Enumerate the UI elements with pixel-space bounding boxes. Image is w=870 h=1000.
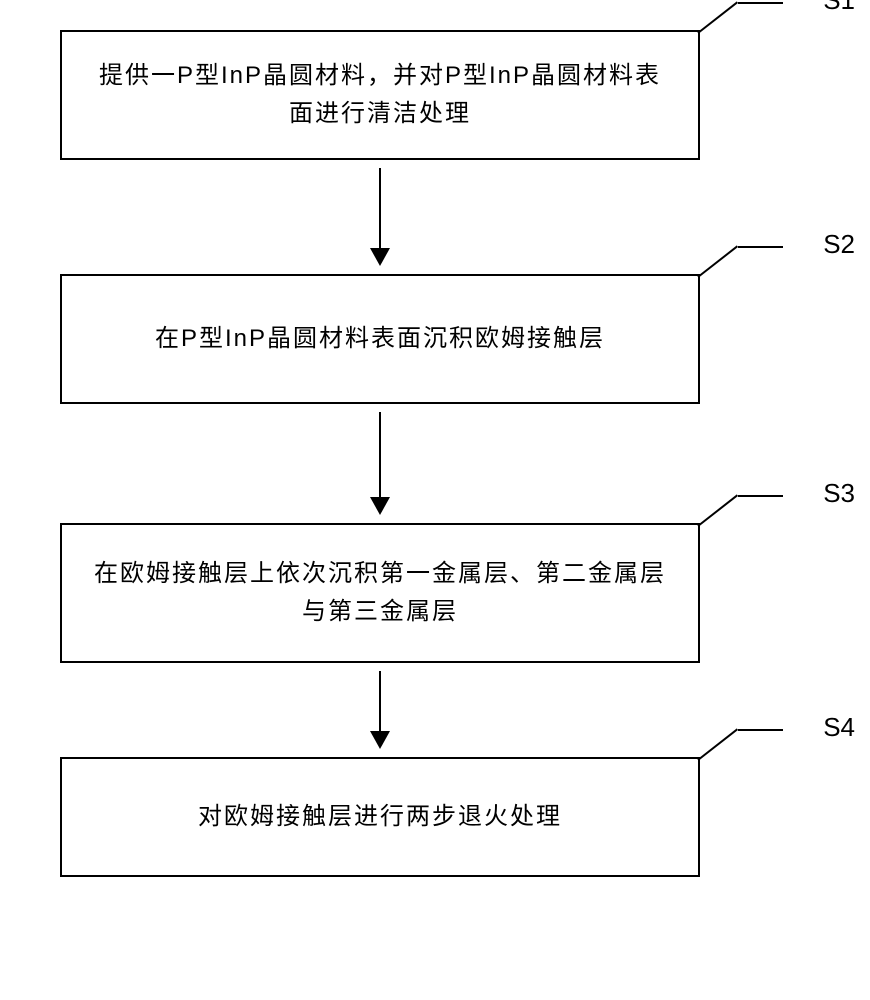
flowchart-container: 提供一P型InP晶圆材料，并对P型InP晶圆材料表面进行清洁处理 S1 在P型I…: [60, 30, 840, 877]
label-connector-s2-horiz: [738, 246, 783, 248]
arrow-line: [379, 671, 381, 731]
step-label-s1: S1: [823, 0, 855, 16]
step-box-s2: 在P型InP晶圆材料表面沉积欧姆接触层: [60, 274, 700, 404]
arrow-icon: [370, 168, 390, 266]
step-text-s2: 在P型InP晶圆材料表面沉积欧姆接触层: [155, 320, 605, 358]
arrow-head-icon: [370, 497, 390, 515]
step-s4: 对欧姆接触层进行两步退火处理 S4: [60, 757, 840, 877]
arrow-icon: [370, 671, 390, 749]
arrow-head-icon: [370, 248, 390, 266]
label-connector-s1-horiz: [738, 2, 783, 4]
arrow-s1-s2: [60, 160, 700, 274]
label-connector-s2-diag: [697, 245, 738, 277]
step-label-s2: S2: [823, 229, 855, 260]
label-connector-s4-horiz: [738, 729, 783, 731]
arrow-line: [379, 168, 381, 248]
arrow-s3-s4: [60, 663, 700, 757]
step-s3: 在欧姆接触层上依次沉积第一金属层、第二金属层与第三金属层 S3: [60, 523, 840, 663]
arrow-line: [379, 412, 381, 497]
step-s1: 提供一P型InP晶圆材料，并对P型InP晶圆材料表面进行清洁处理 S1: [60, 30, 840, 160]
label-connector-s1-diag: [697, 1, 738, 33]
arrow-s2-s3: [60, 404, 700, 523]
step-box-s3: 在欧姆接触层上依次沉积第一金属层、第二金属层与第三金属层: [60, 523, 700, 663]
step-box-s4: 对欧姆接触层进行两步退火处理: [60, 757, 700, 877]
arrow-head-icon: [370, 731, 390, 749]
label-connector-s3-horiz: [738, 495, 783, 497]
step-s2: 在P型InP晶圆材料表面沉积欧姆接触层 S2: [60, 274, 840, 404]
step-text-s3: 在欧姆接触层上依次沉积第一金属层、第二金属层与第三金属层: [92, 555, 668, 632]
step-label-s4: S4: [823, 712, 855, 743]
arrow-icon: [370, 412, 390, 515]
step-box-s1: 提供一P型InP晶圆材料，并对P型InP晶圆材料表面进行清洁处理: [60, 30, 700, 160]
step-label-s3: S3: [823, 478, 855, 509]
step-text-s4: 对欧姆接触层进行两步退火处理: [198, 798, 562, 836]
label-connector-s4-diag: [697, 728, 738, 760]
label-connector-s3-diag: [697, 494, 738, 526]
step-text-s1: 提供一P型InP晶圆材料，并对P型InP晶圆材料表面进行清洁处理: [92, 57, 668, 134]
